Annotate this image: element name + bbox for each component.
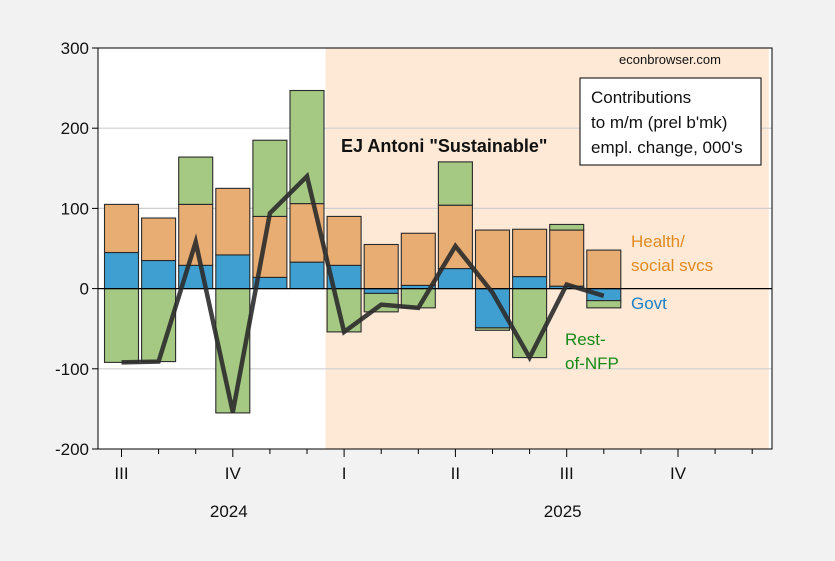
x-year-label: 2024	[210, 502, 248, 521]
note-line-2: to m/m (prel b'mk)	[591, 113, 727, 132]
bar-govt-2024-10	[215, 254, 251, 290]
bar-rest-of-nfp-2024-11	[252, 139, 288, 217]
bar-rest-of-nfp-2025-04	[437, 161, 473, 206]
bar-govt-2025-04	[437, 267, 473, 290]
note-line-3: empl. change, 000's	[591, 138, 743, 157]
bar-health-social-svcs-2024-08	[141, 217, 177, 262]
x-year-label: 2025	[544, 502, 582, 521]
bars	[103, 89, 622, 414]
y-tick-label: -100	[55, 360, 89, 379]
bar-govt-2024-07	[103, 251, 140, 290]
bar-health-social-svcs-2024-10	[215, 187, 251, 256]
bar-health-social-svcs-2024-11	[252, 215, 288, 278]
x-quarter-label: IV	[225, 464, 242, 483]
y-tick-label: -200	[55, 440, 89, 459]
bar-health-social-svcs-2025-07	[549, 229, 585, 287]
bar-govt-2025-06	[512, 276, 548, 290]
bar-rest-of-nfp-2025-06	[512, 288, 548, 359]
y-tick-label: 0	[80, 280, 89, 299]
bar-health-social-svcs-2025-08	[586, 249, 622, 290]
legend-health-line-2: social svcs	[631, 256, 713, 275]
bar-rest-of-nfp-2025-08	[586, 300, 622, 309]
bar-govt-2024-08	[141, 259, 177, 290]
y-tick-label: 300	[61, 39, 89, 58]
total-line	[121, 171, 605, 413]
plot-border	[97, 47, 773, 450]
x-quarter-label: II	[451, 464, 460, 483]
x-quarter-label: III	[114, 464, 128, 483]
x-quarter-label: I	[342, 464, 347, 483]
y-tick-label: 100	[61, 199, 89, 218]
watermark: econbrowser.com	[619, 52, 721, 67]
bar-health-social-svcs-2024-07	[103, 203, 140, 254]
bar-health-social-svcs-2025-06	[512, 228, 548, 278]
bar-rest-of-nfp-2025-07	[549, 223, 585, 231]
x-quarter-label: III	[560, 464, 574, 483]
bar-health-social-svcs-2025-03	[400, 232, 436, 286]
bar-rest-of-nfp-2024-09	[178, 156, 214, 205]
bar-health-social-svcs-2025-01	[326, 215, 362, 266]
legend-rest-line-2: of-NFP	[565, 354, 619, 373]
chart-title: EJ Antoni "Sustainable"	[341, 136, 547, 156]
x-quarter-label: IV	[670, 464, 687, 483]
bar-rest-of-nfp-2025-05	[474, 327, 511, 331]
legend-govt: Govt	[631, 294, 667, 313]
note-line-1: Contributions	[591, 88, 691, 107]
bar-rest-of-nfp-2024-07	[103, 288, 140, 363]
note-box	[579, 77, 762, 166]
bar-govt-2025-02	[363, 288, 399, 294]
bar-govt-2024-12	[289, 261, 325, 290]
y-tick-label: 200	[61, 119, 89, 138]
bar-health-social-svcs-2025-02	[363, 243, 399, 290]
legend-rest-line-1: Rest-	[565, 330, 606, 349]
y-axis: -200 -100 0 100 200 300	[55, 39, 98, 459]
legend-health-line-1: Health/	[631, 232, 685, 251]
